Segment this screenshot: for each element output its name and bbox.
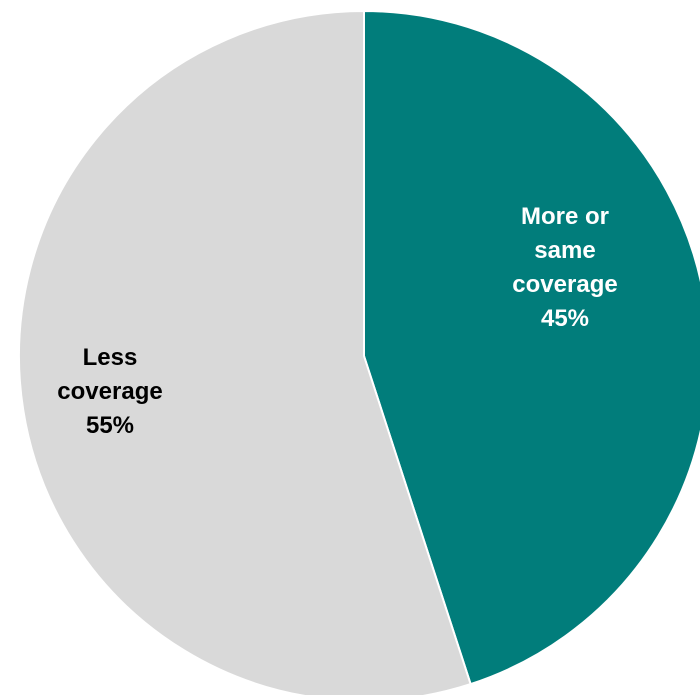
slice-label-line: same [534, 237, 596, 264]
slice-label-line: coverage [57, 378, 163, 405]
slice-value-label: 55% [85, 412, 135, 439]
slice-label-line: More or [520, 203, 609, 230]
slice-value-label: 45% [540, 305, 590, 332]
pie-slice-less-coverage [18, 9, 472, 695]
slice-label-line: coverage [512, 271, 618, 298]
slice-label-line: Less [82, 344, 138, 371]
slice-label-more-or-same-coverage: More or same coverage 45% [512, 200, 617, 336]
pie-slice-more-or-same-coverage [363, 9, 700, 686]
slice-label-less-coverage: Less coverage 55% [57, 341, 162, 443]
